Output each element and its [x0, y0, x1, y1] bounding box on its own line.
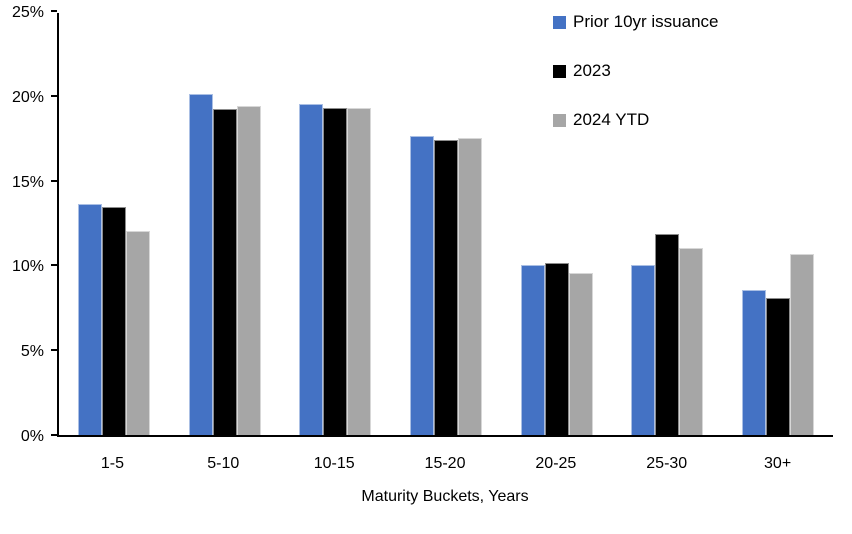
y-axis-tick-mark: [51, 10, 57, 12]
x-category-label: 30+: [764, 455, 792, 472]
bar-group: [391, 13, 502, 435]
y-axis-tick-mark: [51, 179, 57, 182]
x-axis-labels: 1-5 5-10 10-15 15-20 20-25 25-30 30+: [57, 453, 833, 475]
x-category-label: 15-20: [424, 455, 466, 472]
bar-group: [501, 13, 612, 435]
y-tick-label: 5%: [20, 343, 44, 361]
y-axis-tick-mark: [51, 434, 57, 436]
bar-group: [722, 13, 833, 435]
bar: [347, 107, 372, 435]
legend-marker-icon: [553, 15, 566, 29]
y-tick-label: 20%: [11, 88, 44, 106]
x-category-label: 10-15: [313, 455, 355, 472]
bar: [631, 264, 656, 435]
y-axis-tick-mark: [51, 264, 57, 267]
bar: [544, 262, 569, 435]
legend-item: Prior 10yr issuance: [553, 13, 719, 31]
legend-item: 2024 YTD: [553, 111, 719, 129]
plot-area: [51, 10, 833, 437]
y-tick-label: 0%: [20, 428, 44, 445]
bar: [126, 230, 151, 435]
bar-group: [280, 13, 391, 435]
x-category-label: 5-10: [207, 455, 240, 472]
legend-label: 2023: [573, 61, 611, 80]
bar-group: [170, 13, 281, 435]
x-category-label: 20-25: [535, 455, 577, 472]
legend-label: 2024 YTD: [573, 110, 650, 129]
y-tick-label: 25%: [11, 4, 44, 21]
legend-item: 2023: [553, 62, 719, 80]
bar-group: [59, 13, 170, 435]
legend-label: Prior 10yr issuance: [573, 12, 719, 31]
bar: [765, 298, 790, 435]
x-category-label: 25-30: [646, 455, 688, 472]
bar: [299, 104, 324, 435]
bar: [323, 107, 348, 435]
y-axis-tick-mark: [51, 94, 57, 97]
x-axis-title: Maturity Buckets, Years: [361, 488, 529, 505]
bar: [679, 247, 704, 435]
bar: [188, 94, 213, 435]
bar: [78, 203, 103, 435]
bar: [236, 105, 261, 435]
bar: [520, 264, 545, 435]
bar-group: [612, 13, 723, 435]
x-category-label: 1-5: [100, 455, 124, 472]
bar: [655, 234, 680, 435]
bar: [102, 207, 127, 435]
bar: [568, 272, 593, 435]
y-tick-label: 10%: [11, 258, 44, 276]
legend-marker-icon: [553, 113, 566, 127]
bar: [434, 139, 459, 435]
y-axis-tick-mark: [51, 349, 57, 352]
bar: [458, 137, 483, 435]
bar: [212, 109, 237, 435]
bar: [410, 136, 435, 435]
bars-container: [59, 13, 833, 435]
bar: [789, 254, 814, 435]
y-tick-label: 15%: [11, 173, 44, 191]
legend-marker-icon: [553, 64, 566, 78]
legend: Prior 10yr issuance 2023 2024 YTD: [553, 13, 719, 129]
bar: [741, 289, 766, 435]
